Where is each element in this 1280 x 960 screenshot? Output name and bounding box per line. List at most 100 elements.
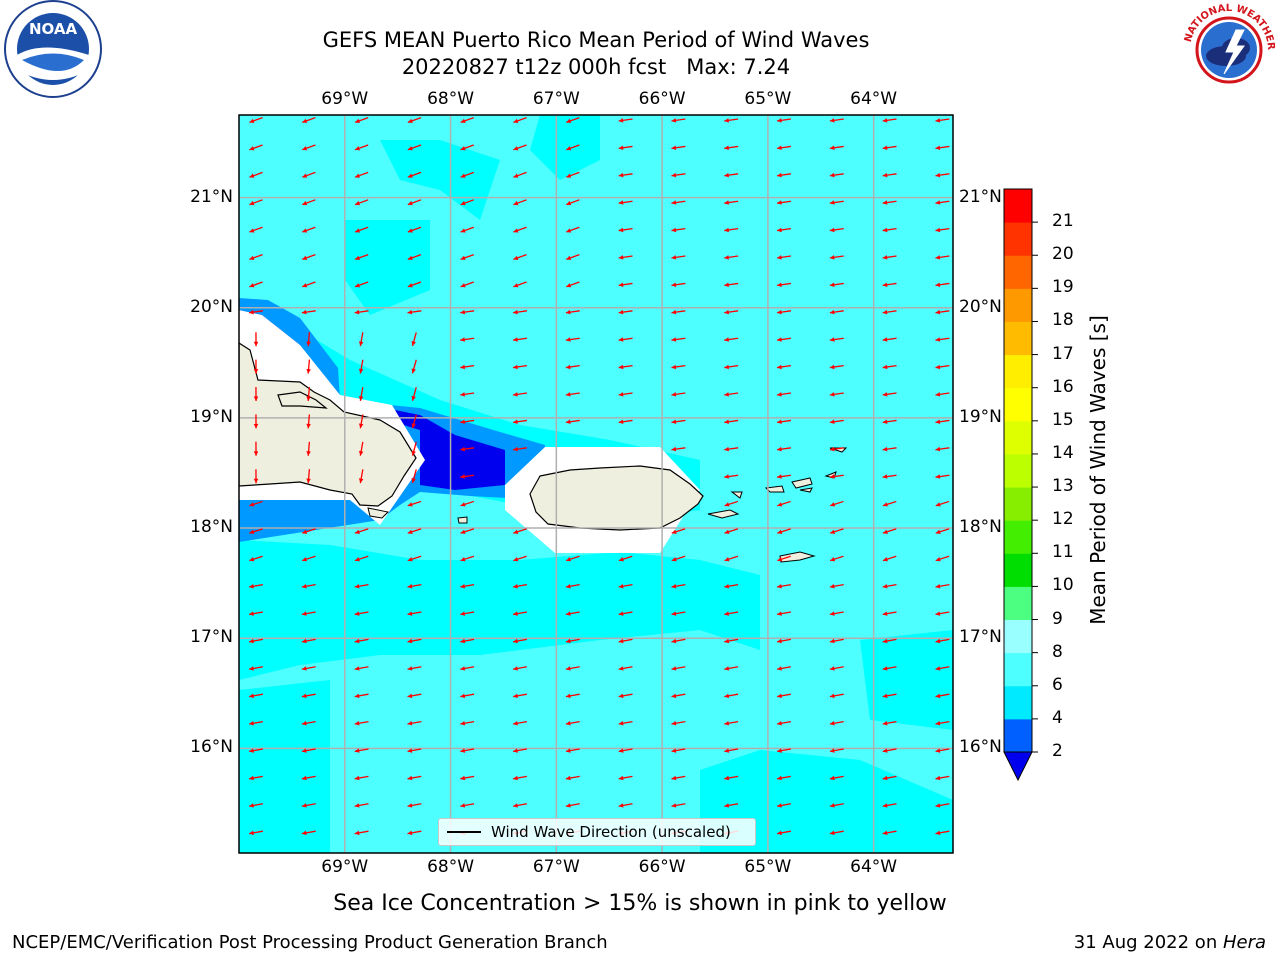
colorbar-tick-label: 15: [1052, 409, 1074, 430]
wind-arrow: [301, 583, 316, 589]
lon-tick-label-bottom: 64°W: [850, 857, 898, 877]
wind-arrow: [935, 172, 950, 178]
wind-arrow: [512, 803, 528, 808]
colorbar-tick-label: 10: [1052, 575, 1074, 596]
lat-tick-label-left: 16°N: [190, 737, 233, 758]
wind-arrow: [306, 414, 311, 429]
wind-arrow: [935, 500, 950, 507]
colorbar-tick-label: 2: [1052, 741, 1063, 761]
wind-arrow: [776, 118, 792, 123]
wind-arrow: [671, 555, 686, 562]
wind-arrow: [776, 638, 792, 644]
legend-line-swatch: [447, 831, 481, 833]
lat-tick-label-left: 17°N: [190, 627, 233, 648]
footer-branch: NCEP/EMC/Verification Post Processing Pr…: [12, 932, 608, 953]
wind-arrow: [618, 255, 633, 260]
wind-arrow: [354, 281, 369, 288]
wind-arrow: [301, 309, 316, 315]
wind-arrow: [776, 611, 792, 616]
wind-arrow: [358, 414, 364, 429]
colorbar-segment: [1004, 520, 1032, 554]
wind-arrow: [829, 227, 844, 233]
wind-arrow: [935, 419, 950, 425]
wind-arrow: [460, 419, 475, 425]
wind-arrow: [253, 469, 259, 484]
wind-arrow: [724, 227, 739, 233]
wind-arrow: [358, 359, 364, 374]
mona-island: [457, 516, 468, 524]
colorbar-segment: [1004, 685, 1032, 720]
wind-arrow: [829, 775, 844, 781]
wind-arrow: [671, 200, 686, 205]
wind-arrow: [248, 611, 264, 616]
lon-tick-label-top: 68°W: [427, 89, 475, 109]
wind-arrow: [776, 172, 792, 178]
wind-arrow: [565, 392, 580, 397]
wind-arrow: [358, 386, 364, 402]
lon-tick-label-bottom: 66°W: [638, 857, 686, 877]
wind-arrow: [618, 555, 633, 562]
wind-arrow: [513, 528, 527, 534]
wind-arrow: [882, 555, 897, 562]
wind-arrow: [618, 172, 633, 178]
colorbar-tick-label: 11: [1052, 542, 1074, 563]
wind-arrow: [407, 611, 422, 616]
wind-arrow: [724, 172, 739, 178]
wind-arrow: [407, 775, 422, 781]
map-legend: Wind Wave Direction (unscaled): [438, 818, 756, 846]
wind-arrow: [829, 392, 844, 397]
wind-arrow: [512, 309, 528, 315]
legend-label: Wind Wave Direction (unscaled): [491, 823, 731, 841]
wind-arrow: [724, 555, 739, 562]
colorbar-segment: [1004, 288, 1032, 322]
wind-arrow: [301, 666, 316, 671]
wind-arrow: [513, 253, 527, 261]
chart-title-line1: GEFS MEAN Puerto Rico Mean Period of Win…: [322, 28, 870, 52]
wind-arrow: [618, 666, 633, 671]
wind-arrow: [248, 666, 264, 671]
wind-arrow: [253, 332, 259, 347]
wind-arrow: [671, 227, 686, 233]
wind-arrow: [935, 337, 950, 342]
wind-arrow: [882, 200, 897, 205]
wind-arrow: [513, 171, 527, 178]
wind-arrow: [407, 583, 422, 589]
map-gridlines: [239, 115, 953, 853]
colorbar-segment: [1004, 652, 1032, 687]
wind-arrow: [935, 528, 950, 534]
wind-arrow: [301, 144, 316, 151]
footer-machine: Hera: [1222, 932, 1266, 953]
wind-arrow: [249, 528, 263, 534]
wind-arrow: [671, 419, 686, 425]
wind-arrow: [724, 748, 739, 753]
wind-arrow: [671, 255, 686, 260]
colorbar-tick-label: 14: [1052, 442, 1074, 463]
wind-arrow: [935, 775, 950, 781]
wind-arrow: [512, 775, 528, 781]
wind-arrow: [935, 611, 950, 616]
wind-arrow: [407, 638, 422, 644]
colorbar-tick-label: 16: [1052, 376, 1074, 397]
wind-arrow: [671, 337, 686, 342]
wind-arrow: [354, 528, 369, 534]
lon-tick-label-top: 66°W: [638, 89, 686, 109]
lat-tick-label-right: 19°N: [959, 406, 1002, 427]
wind-arrow: [407, 693, 422, 699]
colorbar-frame: [1003, 188, 1033, 753]
colorbar-under-extension: [1003, 751, 1033, 782]
wind-arrow: [301, 116, 316, 124]
lat-tick-label-right: 16°N: [959, 737, 1002, 758]
wind-arrow: [565, 748, 580, 753]
wind-arrow: [407, 555, 422, 562]
wind-arrow: [618, 693, 633, 699]
wind-arrow: [354, 253, 369, 261]
wind-arrow: [512, 666, 528, 671]
wind-arrow: [882, 364, 897, 370]
hispaniola-land: [239, 342, 417, 507]
wind-arrow: [565, 281, 580, 288]
wind-arrow: [306, 359, 311, 374]
colorbar-segment: [1004, 718, 1032, 753]
wind-arrow: [565, 337, 580, 342]
lat-tick-label-right: 20°N: [959, 296, 1002, 317]
wind-arrow: [882, 803, 897, 808]
